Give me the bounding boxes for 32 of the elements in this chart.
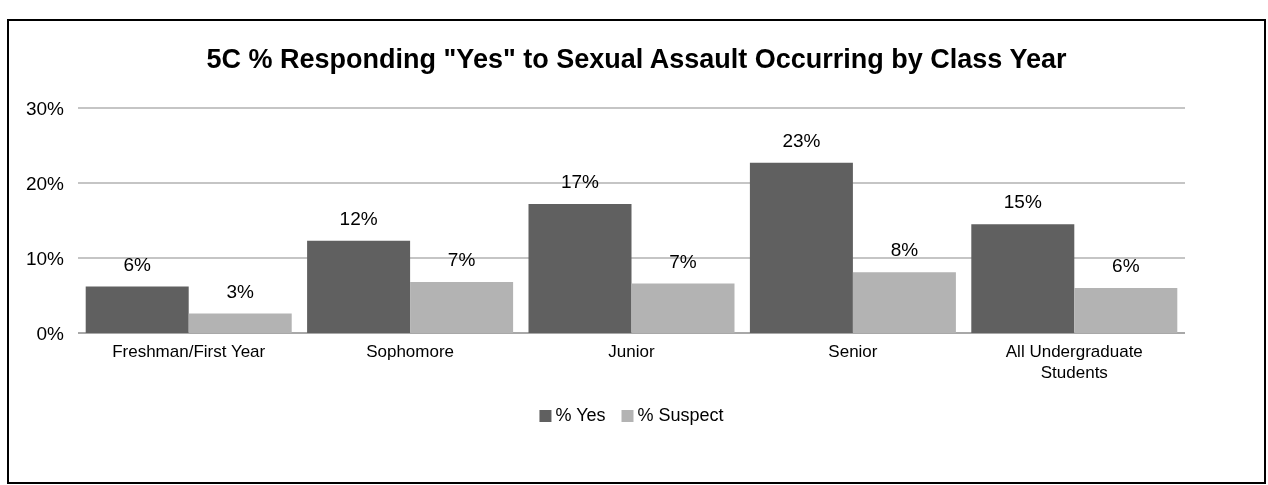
x-tick-label: Sophomore <box>366 342 455 362</box>
x-tick-label: Senior <box>828 342 878 362</box>
bar <box>528 204 632 333</box>
data-label: 23% <box>782 129 821 151</box>
y-tick-label: 10% <box>25 247 65 269</box>
legend-label: % Yes <box>555 405 606 425</box>
data-label: 3% <box>226 280 255 302</box>
bar <box>85 286 189 333</box>
bar <box>188 313 292 333</box>
bar <box>971 224 1075 333</box>
bar <box>749 162 853 333</box>
bar <box>852 272 956 333</box>
bar <box>1074 288 1178 333</box>
data-label: 15% <box>1003 191 1042 213</box>
data-label: 6% <box>123 253 152 275</box>
data-label: 12% <box>339 207 378 229</box>
legend-label: % Suspect <box>637 405 724 425</box>
data-label: 8% <box>890 239 919 261</box>
y-tick-label: 30% <box>25 97 65 119</box>
bar <box>410 282 514 333</box>
data-label: 7% <box>447 249 476 270</box>
chart-title: 5C % Responding "Yes" to Sexual Assault Occurring by Class Year <box>206 44 1067 74</box>
x-tick-label: Junior <box>608 342 655 362</box>
data-label: 6% <box>1112 255 1140 276</box>
data-label: 7% <box>669 250 697 272</box>
data-label: 17% <box>560 171 600 192</box>
x-tick-label: Freshman/First Year <box>112 342 266 362</box>
bar <box>307 240 411 333</box>
y-tick-label: 20% <box>25 172 65 194</box>
y-tick-label: 0% <box>36 322 65 344</box>
x-tick-label: All Undergraduate Students <box>1005 342 1143 383</box>
bar <box>631 283 735 333</box>
